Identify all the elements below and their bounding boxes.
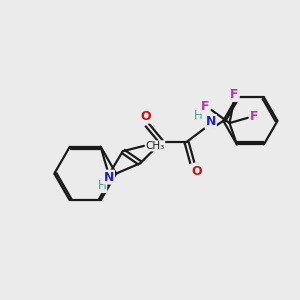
Text: N: N [206, 115, 216, 128]
Text: H: H [194, 109, 203, 122]
Text: N: N [103, 171, 114, 184]
Text: O: O [140, 110, 151, 123]
Text: O: O [191, 165, 202, 178]
Text: CH₃: CH₃ [146, 141, 165, 151]
Text: F: F [201, 100, 210, 113]
Text: F: F [250, 110, 259, 123]
Text: H: H [98, 179, 107, 192]
Text: F: F [230, 88, 239, 101]
